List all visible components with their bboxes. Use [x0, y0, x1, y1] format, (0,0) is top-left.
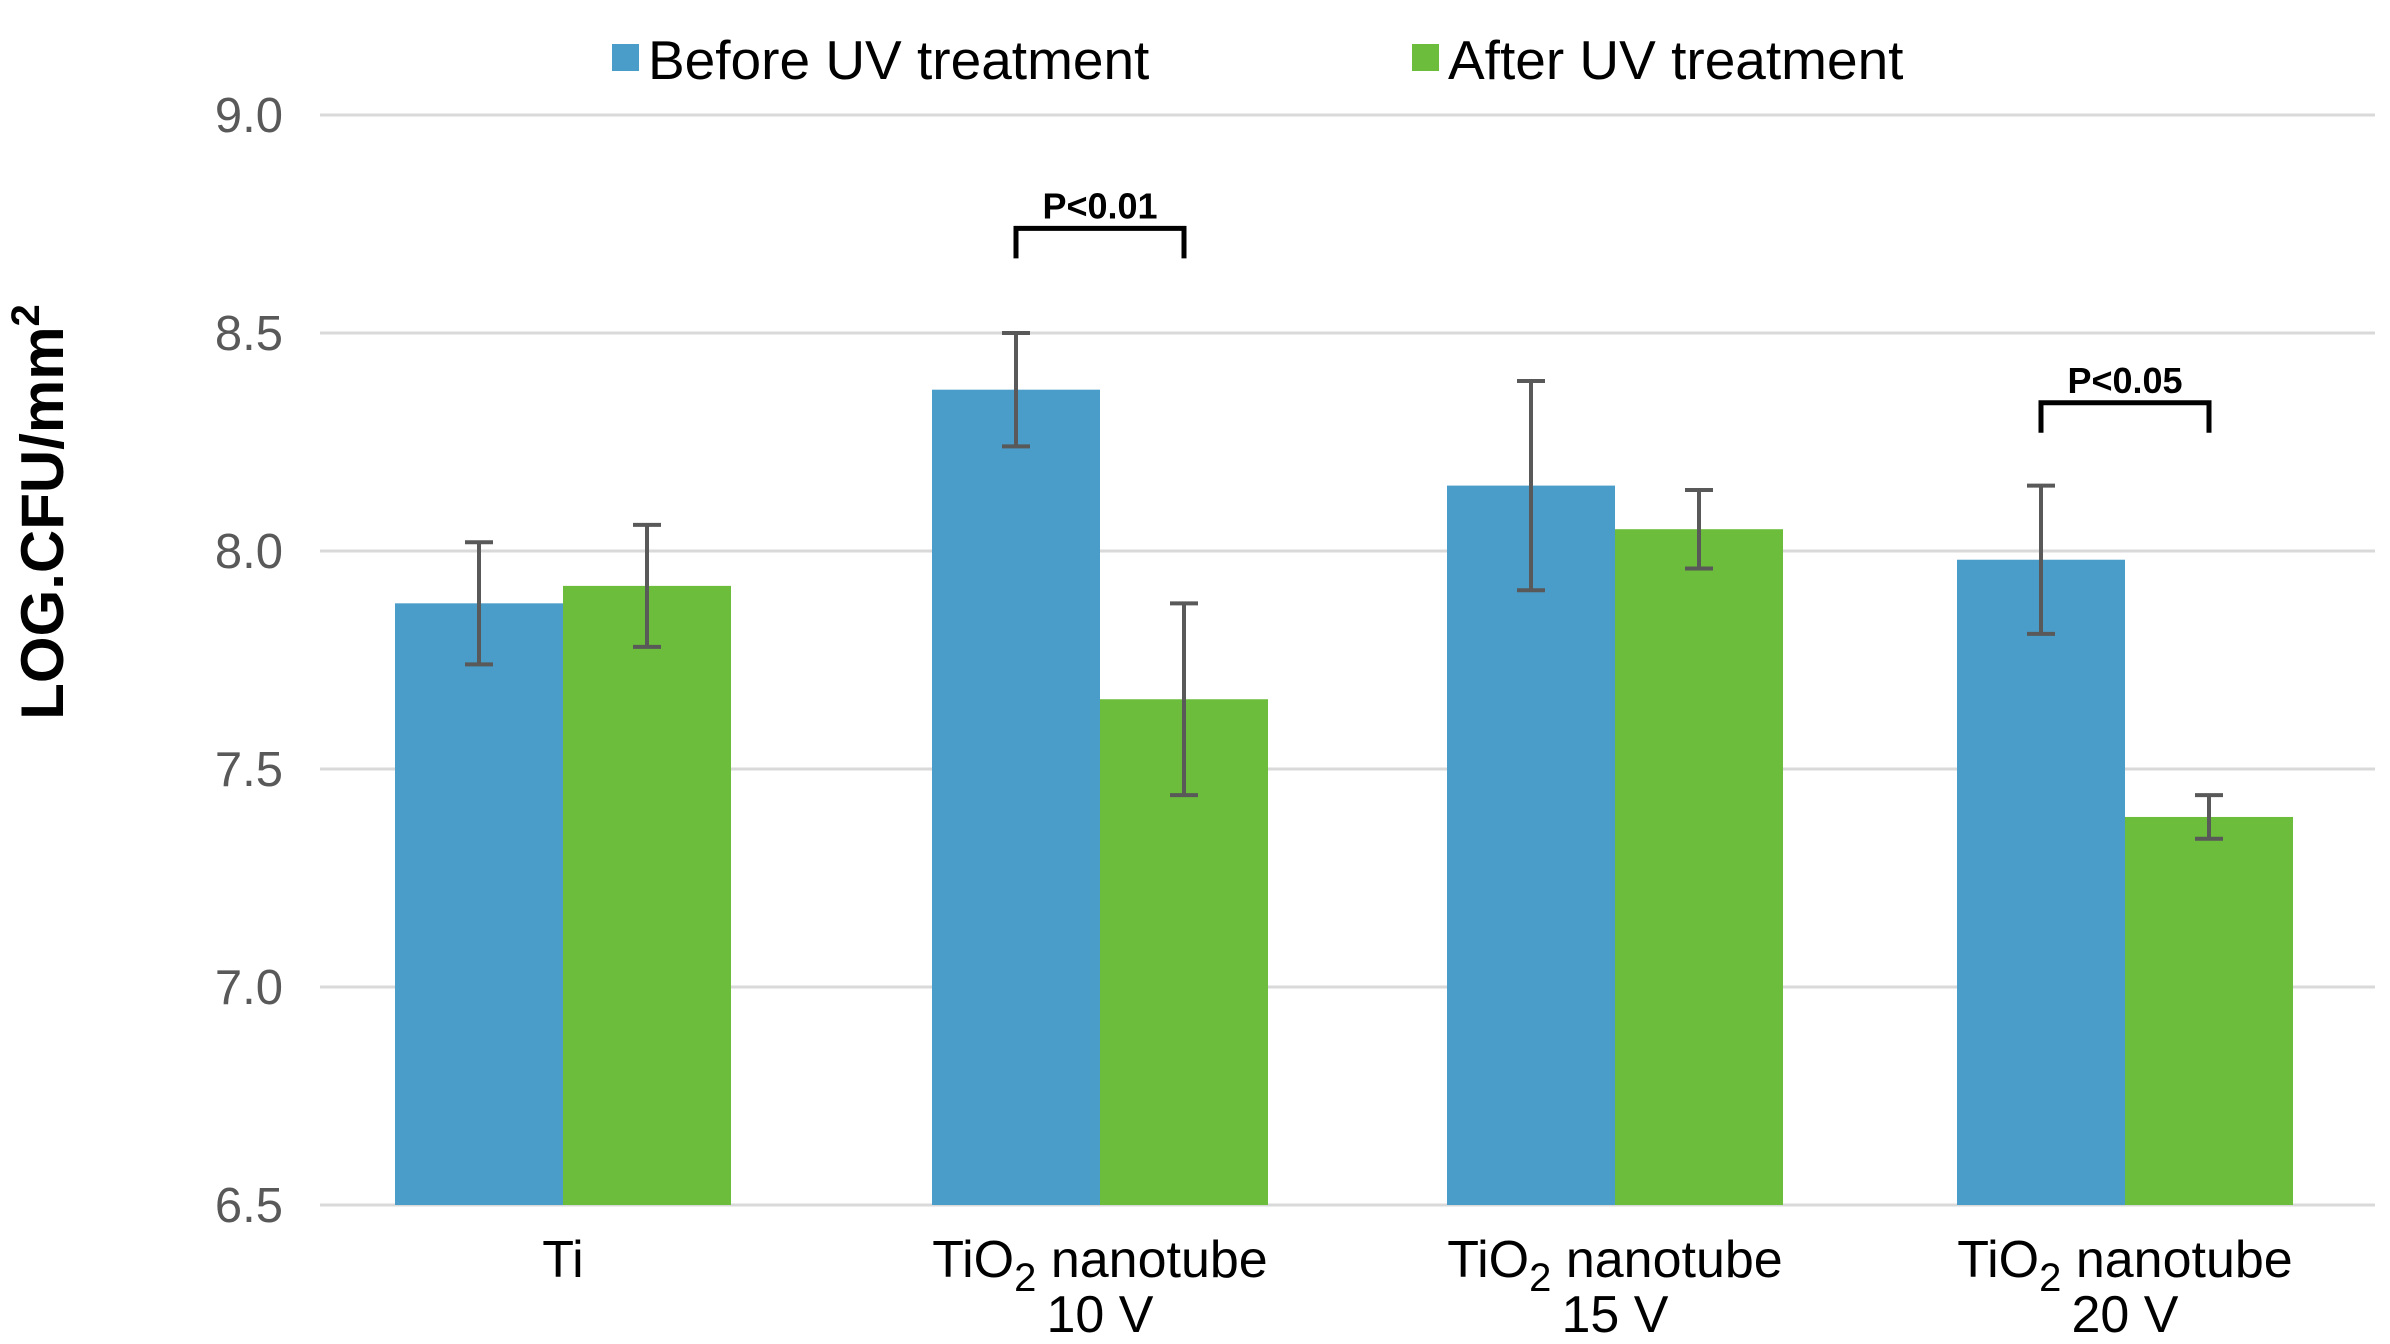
error-bar-before-tio2-10v	[1002, 331, 1030, 449]
legend: Before UV treatment After UV treatment	[612, 29, 1903, 91]
significance-bracket-tio2-10v: P<0.01	[1013, 185, 1187, 259]
legend-swatch	[1412, 44, 1439, 71]
annotations-layer: P<0.01 P<0.05	[1013, 185, 2212, 433]
category-subscript: 2	[1529, 1256, 1551, 1300]
category-name-text: TiO	[1957, 1231, 2039, 1289]
x-category-label-line2: 20 V	[2072, 1286, 2179, 1339]
y-axis-title-text: LOG.CFU/mm	[9, 326, 76, 719]
y-tick-label: 8.5	[215, 307, 283, 361]
bar-after-tio2-15v	[1615, 529, 1783, 1205]
category-name-text: TiO	[932, 1231, 1014, 1289]
x-category-label-line1: TiO2 nanotube	[1957, 1231, 2292, 1300]
error-bar-after-tio2-15v	[1685, 487, 1713, 571]
y-axis-title: LOG.CFU/mm2	[4, 304, 76, 720]
x-category-label-line1: TiO2 nanotube	[932, 1231, 1267, 1300]
legend-label: Before UV treatment	[648, 29, 1149, 91]
y-axis-title-group: LOG.CFU/mm2	[4, 304, 76, 720]
bar-before-tio2-15v	[1447, 485, 1615, 1206]
legend-item-after: After UV treatment	[1412, 29, 1903, 91]
bracket-line	[2038, 400, 2212, 433]
category-name-rest: nanotube	[1036, 1231, 1267, 1289]
bracket-line	[1013, 225, 1187, 259]
x-category-ti: Ti	[542, 1231, 583, 1289]
category-name-text: Ti	[542, 1231, 583, 1289]
y-tick-label: 7.5	[215, 743, 283, 797]
y-axis-title-superscript: 2	[4, 304, 48, 326]
legend-item-before: Before UV treatment	[612, 29, 1149, 91]
x-category-label-line2: 10 V	[1047, 1286, 1154, 1339]
legend-label: After UV treatment	[1448, 29, 1903, 91]
error-bar-after-tio2-10v	[1170, 601, 1198, 798]
bar-before-ti	[395, 603, 563, 1205]
y-tick-label: 7.0	[215, 961, 283, 1015]
bar-after-ti	[563, 585, 731, 1205]
x-category-label-line2: 15 V	[1562, 1286, 1669, 1339]
p-value-label: P<0.01	[1042, 185, 1157, 226]
y-tick-label: 6.5	[215, 1179, 283, 1233]
y-tick-label: 8.0	[215, 525, 283, 579]
category-name-rest: nanotube	[2061, 1231, 2292, 1289]
y-axis-ticks: 6.5 7.0 7.5 8.0 8.5 9.0	[215, 89, 283, 1233]
bars-layer	[395, 389, 2293, 1206]
x-category-label-line1: Ti	[542, 1231, 583, 1289]
bar-before-tio2-10v	[932, 389, 1100, 1205]
category-name-text: TiO	[1447, 1231, 1529, 1289]
error-bar-after-tio2-20v	[2195, 793, 2223, 841]
category-name-rest: nanotube	[1551, 1231, 1782, 1289]
significance-bracket-tio2-20v: P<0.05	[2038, 360, 2212, 433]
category-subscript: 2	[2039, 1256, 2061, 1300]
x-category-label-line1: TiO2 nanotube	[1447, 1231, 1782, 1300]
error-bar-before-tio2-15v	[1517, 378, 1545, 593]
error-bar-before-ti	[465, 540, 493, 667]
error-bars-layer	[465, 331, 2223, 841]
bar-after-tio2-20v	[2125, 816, 2293, 1205]
legend-swatch	[612, 44, 639, 71]
y-tick-label: 9.0	[215, 89, 283, 143]
category-subscript: 2	[1014, 1256, 1036, 1300]
p-value-label: P<0.05	[2067, 360, 2182, 401]
error-bar-before-tio2-20v	[2027, 483, 2055, 636]
bar-before-tio2-20v	[1957, 559, 2125, 1205]
error-bar-after-ti	[633, 522, 661, 649]
